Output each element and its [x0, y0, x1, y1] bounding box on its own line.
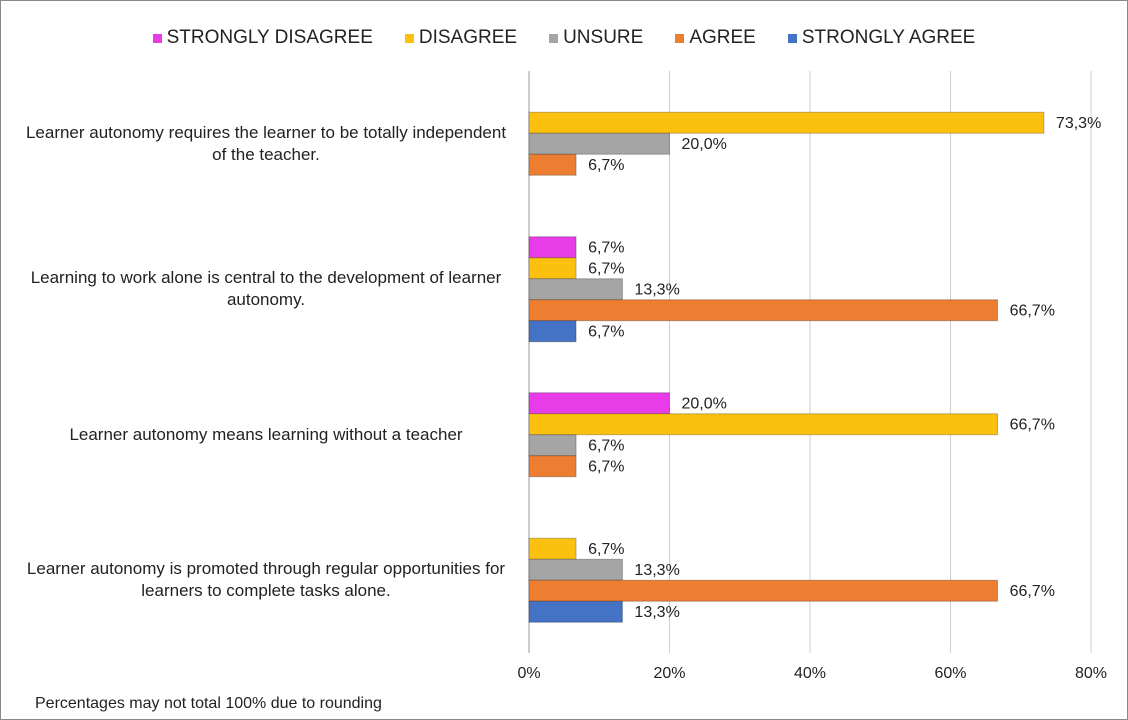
bar: [528, 132, 670, 155]
data-label: 6,7%: [588, 437, 624, 454]
legend-item: STRONGLY AGREE: [787, 27, 976, 49]
legend-item: AGREE: [675, 27, 756, 49]
bar: [528, 579, 999, 602]
data-label: 6,7%: [588, 541, 624, 558]
legend-label: STRONGLY DISAGREE: [166, 27, 373, 48]
bar: [528, 413, 999, 436]
bar: [528, 299, 999, 322]
data-label: 6,7%: [588, 458, 624, 475]
legend-item: UNSURE: [549, 27, 643, 49]
data-label: 6,7%: [588, 239, 624, 256]
data-label: 20,0%: [682, 136, 727, 153]
bar: [528, 455, 577, 478]
x-tick-label: 60%: [934, 665, 966, 682]
bar: [528, 434, 577, 457]
bar: [528, 153, 577, 176]
x-tick-label: 0%: [517, 665, 540, 682]
legend-label: DISAGREE: [418, 27, 518, 48]
data-label: 66,7%: [1010, 416, 1055, 433]
data-label: 6,7%: [588, 157, 624, 174]
legend-swatch: [675, 33, 685, 43]
legend: STRONGLY DISAGREE DISAGREE UNSURE AGREE STRO…: [1, 27, 1127, 49]
data-label: 6,7%: [588, 260, 624, 277]
bar: [528, 257, 577, 280]
x-tick-label: 80%: [1075, 665, 1107, 682]
bar: [528, 600, 623, 623]
bar: [528, 537, 577, 560]
bar: [528, 392, 670, 415]
legend-swatch: [404, 33, 414, 43]
legend-item: DISAGREE: [404, 27, 518, 49]
data-label: 13,3%: [634, 604, 679, 621]
data-label: 20,0%: [682, 395, 727, 412]
legend-label: STRONGLY AGREE: [801, 27, 976, 48]
data-label: 66,7%: [1010, 302, 1055, 319]
bar: [528, 320, 577, 343]
bar: [528, 236, 577, 259]
legend-label: UNSURE: [563, 27, 644, 48]
data-label: 6,7%: [588, 323, 624, 340]
bar: [528, 558, 623, 581]
footnote: Percentages may not total 100% due to ro…: [35, 695, 382, 712]
data-label: 66,7%: [1010, 583, 1055, 600]
category-label: Learning to work alone is central to the…: [30, 268, 502, 310]
legend-item: STRONGLY DISAGREE: [152, 27, 373, 49]
legend-label: AGREE: [689, 27, 756, 48]
bar: [528, 278, 623, 301]
data-label: 73,3%: [1056, 115, 1101, 132]
data-label: 13,3%: [634, 562, 679, 579]
x-tick-label: 20%: [653, 665, 685, 682]
legend-swatch: [549, 33, 559, 43]
legend-swatch: [152, 33, 162, 43]
legend-swatch: [787, 33, 797, 43]
x-tick-label: 40%: [794, 665, 826, 682]
data-label: 13,3%: [634, 281, 679, 298]
category-label: Learner autonomy requires the learner to…: [25, 122, 507, 164]
category-label: Learner autonomy is promoted through reg…: [26, 559, 506, 601]
bar: [528, 111, 1045, 134]
category-label: Learner autonomy means learning without …: [69, 424, 463, 444]
